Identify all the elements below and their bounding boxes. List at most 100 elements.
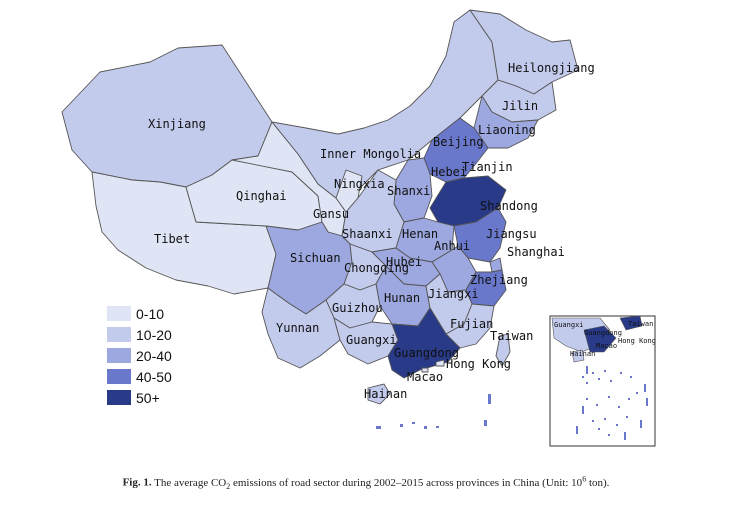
province-label-anhui: Anhui (434, 239, 470, 253)
inset-island-dot (630, 376, 632, 378)
inset-boundary-dash (586, 366, 588, 374)
province-label-yunnan: Yunnan (276, 321, 319, 335)
province-label-jiangxi: Jiangxi (428, 287, 479, 301)
figure-caption: Fig. 1. The average CO2 emissions of roa… (0, 474, 732, 491)
province-label-hunan: Hunan (384, 291, 420, 305)
province-label-shandong: Shandong (480, 199, 538, 213)
inset-boundary-dash (582, 406, 584, 414)
inset-label-hainan: Hainan (570, 350, 595, 358)
province-ningxia (335, 169, 363, 213)
province-label-taiwan: Taiwan (490, 329, 533, 343)
province-label-shaanxi: Shaanxi (342, 227, 393, 241)
inset-island-dot (604, 418, 606, 420)
province-labels: Xinjiang Tibet Qinghai Gansu Inner Mongolia H… (148, 61, 595, 401)
province-label-liaoning: Liaoning (478, 123, 536, 137)
province-label-inner-mongolia: Inner Mongolia (320, 147, 421, 161)
legend-label: 20-40 (136, 347, 172, 364)
province-hainan (367, 383, 391, 405)
inset-island-dot (596, 404, 598, 406)
province-macao (421, 367, 429, 373)
inset-boundary-dash (640, 420, 642, 428)
province-label-chongqing: Chongqing (344, 261, 409, 275)
island-mark (376, 426, 381, 429)
island-mark (484, 420, 487, 426)
inset-label-hong-kong: Hong Kong (618, 337, 656, 345)
legend-label: 10-20 (136, 326, 172, 343)
province-taiwan (495, 333, 511, 367)
legend-item: 40-50 (106, 366, 186, 387)
inset-island-dot (604, 370, 606, 372)
inset-boundary-dash (644, 384, 646, 392)
inset-label-guangxi: Guangxi (554, 321, 584, 329)
inset-island-dot (582, 376, 584, 378)
inset-boundary-dash (646, 398, 648, 406)
province-label-qinghai: Qinghai (236, 189, 287, 203)
inset-island-dot (608, 396, 610, 398)
legend-swatch (106, 347, 132, 364)
province-tibet (91, 171, 277, 295)
province-label-heilongjiang: Heilongjiang (508, 61, 595, 75)
legend-label: 50+ (136, 389, 160, 406)
island-mark (488, 394, 491, 404)
inset-boundary-dash (624, 432, 626, 440)
province-label-shanghai: Shanghai (507, 245, 565, 259)
province-label-beijing: Beijing (433, 135, 484, 149)
province-heilongjiang (469, 9, 579, 95)
province-label-sichuan: Sichuan (290, 251, 341, 265)
legend-swatch (106, 305, 132, 322)
province-label-tibet: Tibet (154, 232, 190, 246)
province-label-fujian: Fujian (450, 317, 493, 331)
province-label-hong-kong: Hong Kong (446, 357, 511, 371)
province-label-hebei: Hebei (431, 165, 467, 179)
inset-island-dot (616, 424, 618, 426)
inset-island-dot (610, 380, 612, 382)
legend-label: 40-50 (136, 368, 172, 385)
inset-island-dot (608, 434, 610, 436)
legend-item: 0-10 (106, 303, 186, 324)
caption-text: The average CO2 emissions of road sector… (154, 474, 610, 491)
inset-island-dot (592, 420, 594, 422)
inset-island-dot (586, 382, 588, 384)
province-label-ningxia: Ningxia (334, 177, 385, 191)
island-mark (412, 422, 415, 424)
province-label-gansu: Gansu (313, 207, 349, 221)
island-mark (436, 426, 439, 428)
province-label-guangdong: Guangdong (394, 346, 459, 360)
inset-boundary-dash (576, 426, 578, 434)
legend-swatch (106, 368, 132, 385)
inset-island-dot (628, 398, 630, 400)
legend-swatch (106, 389, 132, 406)
inset-island-dot (586, 398, 588, 400)
inset-taiwan-shape (619, 315, 643, 331)
province-label-shanxi: Shanxi (387, 184, 430, 198)
caption-prefix: Fig. 1. (122, 476, 152, 489)
legend-label: 0-10 (136, 305, 165, 322)
legend-item: 10-20 (106, 324, 186, 345)
inset-guangdong-shape (583, 325, 617, 353)
inset-label-taiwan: Taiwan (628, 320, 653, 328)
province-fujian (445, 303, 495, 349)
inset-island-dot (598, 378, 600, 380)
province-regions (61, 9, 579, 429)
inset-label-guangdong: Guangdong (584, 329, 622, 337)
inset-island-dot (636, 392, 638, 394)
island-mark (424, 426, 427, 429)
legend-item: 20-40 (106, 345, 186, 366)
province-label-guizhou: Guizhou (332, 301, 383, 315)
inset-island-dot (598, 428, 600, 430)
inset-hainan-shape (571, 349, 585, 363)
legend-item: 50+ (106, 387, 186, 408)
province-hong-kong (435, 359, 445, 367)
legend: 0-10 10-20 20-40 40-50 50+ (106, 303, 186, 408)
province-label-macao: Macao (407, 370, 443, 384)
inset-label-macao: Macao (596, 342, 617, 350)
island-mark (400, 424, 403, 427)
inset-island-dot (626, 416, 628, 418)
inset-island-dot (620, 372, 622, 374)
province-label-hainan: Hainan (364, 387, 407, 401)
province-label-henan: Henan (402, 227, 438, 241)
province-label-zhejiang: Zhejiang (470, 273, 528, 287)
